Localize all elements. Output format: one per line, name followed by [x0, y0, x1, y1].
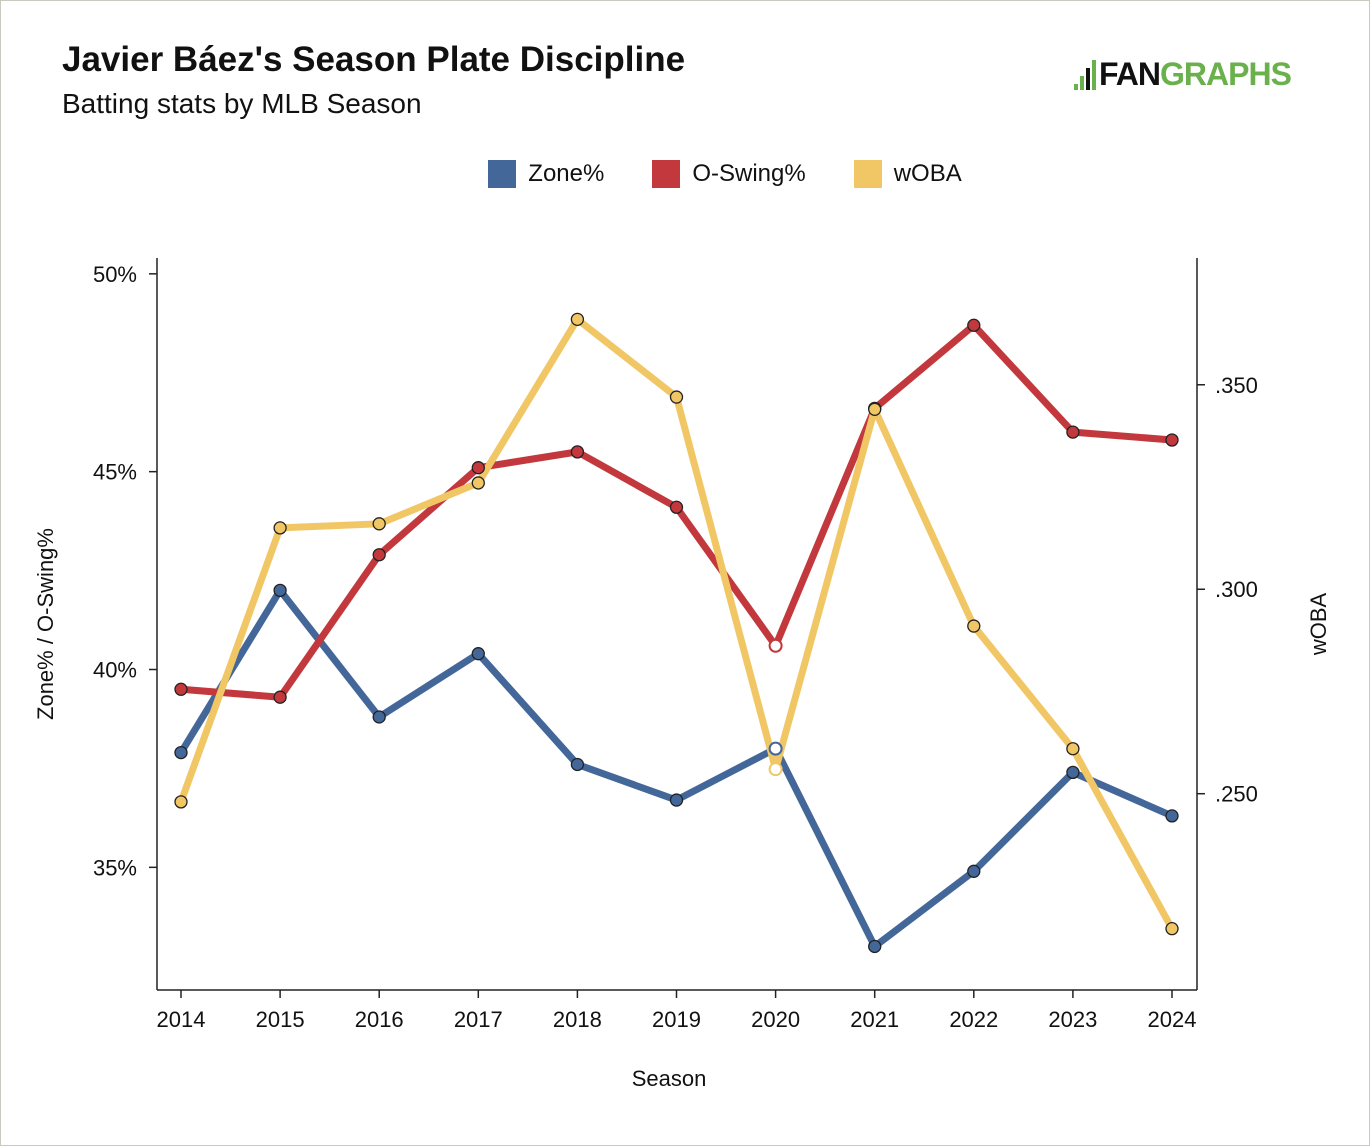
logo-bars-icon — [1074, 59, 1096, 90]
legend-label: O-Swing% — [692, 160, 806, 187]
data-point — [669, 390, 684, 404]
legend-item-oswing: O-Swing% — [652, 160, 806, 188]
data-point — [273, 690, 287, 704]
x-tick-label: 2018 — [553, 1007, 602, 1032]
data-point — [273, 583, 287, 598]
data-point — [967, 318, 981, 332]
legend-swatch — [652, 160, 681, 188]
x-tick-label: 2021 — [850, 1007, 899, 1032]
data-point — [372, 548, 386, 562]
x-tick-label: 2020 — [751, 1007, 800, 1032]
data-point — [1165, 922, 1179, 936]
y-axis-title: Zone% / O-Swing% — [33, 528, 58, 720]
data-point — [372, 710, 386, 724]
y2-tick-label: .250 — [1215, 782, 1258, 807]
data-point — [273, 521, 287, 535]
legend-item-zone: Zone% — [488, 160, 604, 188]
x-axis-title: Season — [632, 1066, 707, 1091]
fangraphs-logo: FAN GRAPHS — [1074, 56, 1292, 93]
data-point — [868, 939, 882, 954]
data-point — [1165, 433, 1179, 447]
data-point — [570, 757, 585, 772]
legend-item-woba: wOBA — [853, 160, 962, 188]
data-point — [768, 741, 783, 756]
data-point — [1066, 765, 1080, 780]
data-point — [570, 312, 585, 326]
data-point — [768, 638, 783, 653]
y2-tick-label: .350 — [1215, 373, 1258, 398]
data-point — [1066, 742, 1080, 756]
data-point — [174, 745, 188, 760]
data-point — [669, 500, 684, 514]
data-point — [570, 445, 585, 459]
data-point — [471, 476, 485, 490]
chart-title: Javier Báez's Season Plate Discipline — [62, 40, 686, 79]
y-tick-label: 45% — [93, 460, 137, 485]
data-point — [174, 682, 188, 696]
data-point — [174, 795, 188, 809]
data-point — [967, 619, 981, 633]
data-point — [967, 864, 981, 878]
x-tick-label: 2023 — [1048, 1007, 1097, 1032]
data-point — [768, 762, 783, 777]
data-point — [868, 402, 882, 416]
legend-swatch — [488, 160, 517, 188]
data-point — [471, 461, 485, 475]
x-tick-label: 2017 — [454, 1007, 503, 1032]
data-point — [372, 517, 386, 531]
legend: Zone% O-Swing% wOBA — [0, 160, 1370, 188]
chart-subtitle: Batting stats by MLB Season — [62, 88, 422, 119]
y-tick-label: 40% — [93, 658, 137, 683]
y2-axis-title: wOBA — [1306, 593, 1331, 657]
x-tick-label: 2022 — [949, 1007, 998, 1032]
y-tick-label: 50% — [93, 262, 137, 287]
legend-swatch — [853, 160, 882, 188]
x-tick-label: 2014 — [157, 1007, 206, 1032]
legend-label: wOBA — [893, 160, 962, 187]
legend-label: Zone% — [528, 160, 605, 187]
data-point — [1165, 809, 1179, 823]
series-line-zone — [177, 586, 1176, 950]
x-tick-label: 2015 — [256, 1007, 305, 1032]
y2-tick-label: .300 — [1215, 577, 1258, 602]
x-tick-label: 2019 — [652, 1007, 701, 1032]
x-tick-label: 2016 — [355, 1007, 404, 1032]
logo-text-fan: FAN — [1099, 56, 1161, 92]
y-tick-label: 35% — [93, 855, 137, 880]
logo-text-graphs: GRAPHS — [1160, 56, 1292, 92]
data-point — [669, 793, 684, 807]
data-point — [471, 647, 485, 661]
data-point — [1066, 425, 1080, 439]
x-tick-label: 2024 — [1148, 1007, 1197, 1032]
